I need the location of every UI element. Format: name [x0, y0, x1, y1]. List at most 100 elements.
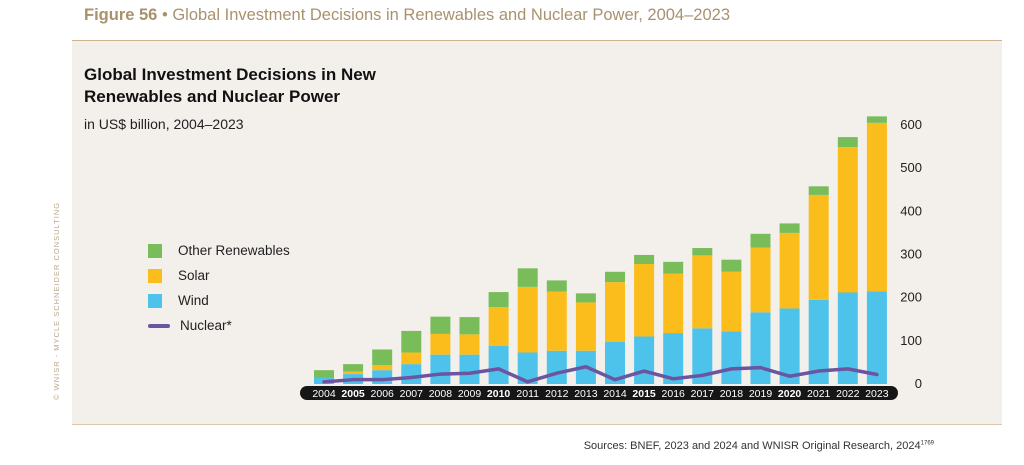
y-tick-label-0: 0: [915, 376, 922, 391]
legend-item-wind: Wind: [148, 288, 290, 313]
figure-separator: •: [161, 6, 168, 24]
line-nuclear: [322, 364, 879, 384]
bar-other-renewables-2021: [808, 186, 829, 195]
legend: Other Renewables Solar Wind Nuclear*: [148, 238, 290, 338]
y-tick-label-600: 600: [900, 117, 922, 132]
figure-title: Global Investment Decisions in Renewable…: [172, 6, 730, 24]
bar-solar-2012: [546, 291, 567, 351]
legend-item-nuclear: Nuclear*: [148, 313, 290, 338]
bar-other-renewables-2019: [750, 233, 771, 248]
figure-number: Figure 56: [84, 6, 158, 24]
x-tick-label-2014: 2014: [603, 388, 627, 400]
bar-other-renewables-2008: [430, 316, 451, 334]
x-tick-label-2005: 2005: [341, 388, 365, 400]
bar-solar-2007: [401, 352, 422, 365]
legend-swatch-solar: [148, 268, 162, 283]
bar-wind-2014: [605, 341, 625, 384]
bar-wind-2006: [372, 370, 393, 384]
bar-wind-2012: [546, 350, 567, 384]
bar-other-renewables-2016: [663, 261, 684, 274]
bar-solar-2015: [634, 263, 655, 337]
bar-solar-2011: [517, 286, 538, 353]
bar-wind-2022: [837, 292, 858, 384]
bar-other-renewables-2015: [634, 254, 655, 264]
y-tick-label-300: 300: [900, 247, 922, 262]
sources-footnote: 1769: [920, 440, 934, 447]
sources-text: Sources: BNEF, 2023 and 2024 and WNISR O…: [583, 440, 921, 452]
figure-caption: Figure 56 • Global Investment Decisions …: [84, 6, 730, 25]
legend-label-wind: Wind: [178, 293, 209, 308]
bar-wind-2008: [430, 354, 451, 384]
x-tick-label-2010: 2010: [487, 388, 511, 400]
x-tick-label-2023: 2023: [865, 388, 889, 400]
legend-label-other-renewables: Other Renewables: [178, 243, 290, 258]
x-tick-label-2018: 2018: [720, 388, 744, 400]
bar-wind-2011: [517, 352, 538, 384]
top-rule: [72, 40, 1002, 41]
bar-solar-2010: [488, 307, 509, 347]
bar-wind-2017: [692, 328, 713, 384]
x-tick-label-2012: 2012: [545, 388, 569, 400]
bar-other-renewables-2020: [779, 223, 800, 233]
bar-wind-2019: [750, 312, 771, 384]
bar-solar-2017: [692, 255, 713, 329]
bar-wind-2020: [779, 308, 800, 384]
bar-other-renewables-2018: [721, 259, 742, 272]
x-tick-label-2016: 2016: [662, 388, 686, 400]
bar-wind-2007: [401, 364, 422, 384]
x-tick-label-2015: 2015: [632, 388, 656, 400]
chart-title: Global Investment Decisions in New Renew…: [84, 65, 376, 106]
bar-solar-2023: [866, 122, 887, 292]
y-tick-label-400: 400: [900, 203, 922, 218]
bar-solar-2018: [721, 271, 742, 332]
sources-note: Sources: BNEF, 2023 and 2024 and WNISR O…: [584, 440, 934, 452]
bar-solar-2009: [459, 334, 480, 355]
bar-wind-2009: [459, 354, 480, 384]
bar-other-renewables-2010: [488, 292, 509, 308]
chart-subtitle: in US$ billion, 2004–2023: [84, 116, 244, 132]
bar-solar-2006: [372, 365, 393, 371]
bar-solar-2021: [808, 194, 829, 300]
x-tick-label-2008: 2008: [429, 388, 453, 400]
legend-item-solar: Solar: [148, 263, 290, 288]
bar-other-renewables-2012: [546, 280, 567, 292]
x-tick-label-2009: 2009: [458, 388, 482, 400]
legend-item-other-renewables: Other Renewables: [148, 238, 290, 263]
bar-solar-2022: [837, 147, 858, 293]
x-tick-label-2022: 2022: [836, 388, 860, 400]
bar-other-renewables-2011: [517, 268, 538, 287]
bar-solar-2008: [430, 333, 451, 355]
y-tick-label-500: 500: [900, 160, 922, 175]
bar-solar-2016: [663, 273, 684, 334]
bar-solar-2005: [343, 371, 364, 375]
bar-other-renewables-2009: [459, 317, 480, 335]
bar-wind-2016: [663, 333, 684, 384]
x-tick-label-2019: 2019: [749, 388, 773, 400]
bar-other-renewables-2023: [866, 116, 887, 123]
legend-swatch-wind: [148, 293, 162, 308]
x-tick-label-2020: 2020: [778, 388, 802, 400]
bar-other-renewables-2017: [692, 248, 713, 256]
x-tick-label-2007: 2007: [400, 388, 424, 400]
bar-other-renewables-2005: [343, 364, 364, 372]
bar-other-renewables-2022: [837, 137, 858, 148]
bar-wind-2015: [634, 336, 655, 384]
legend-label-solar: Solar: [178, 268, 210, 283]
bar-other-renewables-2007: [401, 330, 422, 353]
x-tick-label-2004: 2004: [312, 388, 336, 400]
legend-line-nuclear: [148, 323, 170, 328]
bar-solar-2013: [575, 302, 596, 351]
legend-swatch-other-renewables: [148, 243, 162, 258]
bar-wind-2021: [808, 299, 829, 384]
x-axis-band: [300, 386, 898, 400]
bar-other-renewables-2004: [314, 370, 334, 378]
x-tick-label-2006: 2006: [371, 388, 395, 400]
x-tick-label-2011: 2011: [516, 388, 539, 400]
legend-label-nuclear: Nuclear*: [180, 318, 232, 333]
x-tick-label-2013: 2013: [574, 388, 598, 400]
bar-wind-2023: [866, 291, 887, 384]
bar-wind-2018: [721, 331, 742, 384]
bar-other-renewables-2014: [605, 271, 625, 283]
bar-solar-2014: [605, 282, 625, 342]
